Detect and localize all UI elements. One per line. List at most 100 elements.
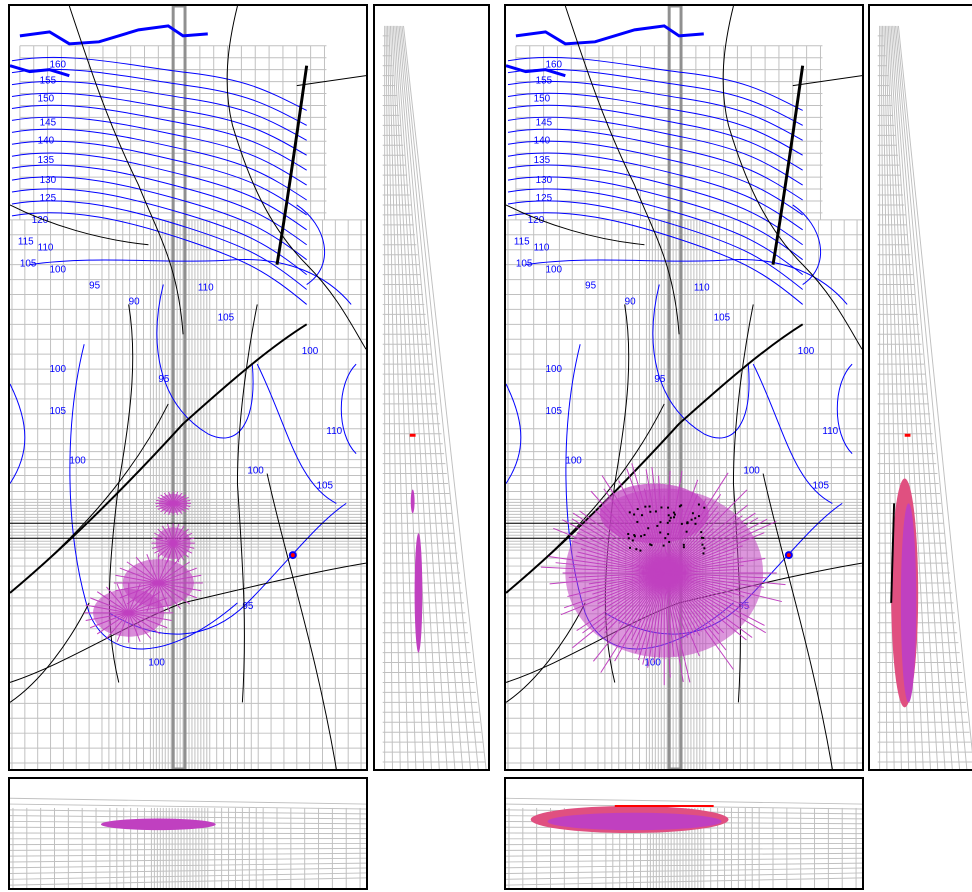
particle xyxy=(890,503,896,603)
particle xyxy=(640,535,643,538)
contour-label: 145 xyxy=(536,117,553,128)
plan-view-svg-right: 1601551501451401351301251201151101051009… xyxy=(506,6,862,769)
plume-core xyxy=(599,483,709,544)
contour-boundary xyxy=(515,24,704,46)
particle xyxy=(639,549,642,552)
contour-line xyxy=(836,363,853,455)
contour-label: 125 xyxy=(536,193,553,204)
road-line xyxy=(732,304,754,703)
plan-view-svg-left: 1601551501451401351301251201151101051009… xyxy=(10,6,366,769)
contaminant-plume xyxy=(540,463,786,686)
grid-line-vertical xyxy=(387,25,401,769)
contour-label: 135 xyxy=(38,155,55,166)
contour-line xyxy=(11,56,307,111)
contour-line xyxy=(507,212,803,305)
contour-label: 105 xyxy=(20,259,37,270)
grid-line-vertical xyxy=(896,25,968,769)
plume-core xyxy=(93,588,165,637)
cross-section-svg-right xyxy=(877,25,972,769)
contour-line xyxy=(11,164,307,246)
grid-line-horizontal xyxy=(10,852,366,857)
grid-line-horizontal xyxy=(506,857,862,863)
plume-core xyxy=(547,812,722,831)
grid-line-vertical xyxy=(882,25,895,769)
particle xyxy=(633,513,636,516)
contour-label: 100 xyxy=(546,265,563,276)
contour-label: 150 xyxy=(534,93,551,104)
grid-line-vertical xyxy=(388,25,409,769)
particle xyxy=(659,521,662,524)
grid-line-vertical xyxy=(889,25,931,769)
plume-core xyxy=(158,493,188,513)
contour-label: 100 xyxy=(743,466,760,477)
contour-line xyxy=(340,363,357,455)
particle xyxy=(629,546,631,549)
grid-line-horizontal xyxy=(506,852,862,857)
grid-line-vertical xyxy=(897,25,972,754)
grid-line-vertical xyxy=(892,25,946,769)
particle xyxy=(635,548,638,551)
contour-label: 160 xyxy=(546,60,563,71)
contour-line xyxy=(296,204,325,285)
particle xyxy=(667,506,670,509)
contour-label: 115 xyxy=(18,237,34,248)
contour-boundary xyxy=(19,24,208,46)
contour-label: 135 xyxy=(534,155,551,166)
grid-line-horizontal xyxy=(10,815,366,820)
particle xyxy=(636,520,639,523)
contour-line xyxy=(11,176,307,261)
road-line xyxy=(762,473,833,769)
contour-line xyxy=(11,116,307,186)
particle xyxy=(703,547,706,550)
particle xyxy=(650,544,653,547)
road-line xyxy=(10,204,149,246)
contour-label: 110 xyxy=(694,282,710,293)
plume-core xyxy=(414,533,423,653)
road-line xyxy=(564,6,680,335)
cross-section-left xyxy=(373,4,490,771)
particle xyxy=(628,511,631,514)
particle xyxy=(685,530,688,533)
particle xyxy=(686,521,689,524)
contour-line xyxy=(507,152,803,231)
particle xyxy=(660,506,663,509)
contour-label: 145 xyxy=(40,117,57,128)
particle xyxy=(678,505,681,508)
road-line xyxy=(10,562,366,683)
road-line xyxy=(506,204,645,246)
contour-label: 95 xyxy=(89,280,100,291)
plan-view-map-left: 160 155 150 145 140 135 130 125 120 115 110 105 100 9… xyxy=(8,4,368,771)
contour-label: 95 xyxy=(158,374,169,385)
contour-label: 120 xyxy=(32,215,49,226)
contour-line xyxy=(507,56,803,111)
grid-line-vertical xyxy=(400,25,471,769)
contour-label: 120 xyxy=(528,215,545,226)
particle xyxy=(701,543,704,546)
contour-label: 105 xyxy=(317,480,334,491)
contour-line xyxy=(156,284,254,439)
contour-label: 100 xyxy=(546,364,563,375)
particle xyxy=(673,513,676,516)
contour-label: 90 xyxy=(129,296,140,307)
grid-line-vertical xyxy=(394,25,440,769)
contour-label: 110 xyxy=(822,426,838,437)
highway xyxy=(275,65,309,265)
particle xyxy=(633,535,636,538)
source-marker xyxy=(904,433,911,437)
particle xyxy=(702,537,705,540)
particle xyxy=(643,533,646,536)
longitudinal-profile-svg-right xyxy=(506,797,862,888)
particle xyxy=(694,522,697,525)
particle xyxy=(667,514,670,517)
particle xyxy=(647,527,650,530)
contour-label: 105 xyxy=(813,480,830,491)
particle xyxy=(672,511,675,514)
grid-line-vertical xyxy=(893,25,953,769)
contour-line xyxy=(752,363,833,504)
cross-section-right xyxy=(868,4,972,771)
profile-grid xyxy=(10,797,366,888)
grid-line-horizontal xyxy=(506,867,862,875)
contour-line xyxy=(507,116,803,186)
contour-label: 100 xyxy=(50,265,67,276)
particle xyxy=(668,519,671,522)
